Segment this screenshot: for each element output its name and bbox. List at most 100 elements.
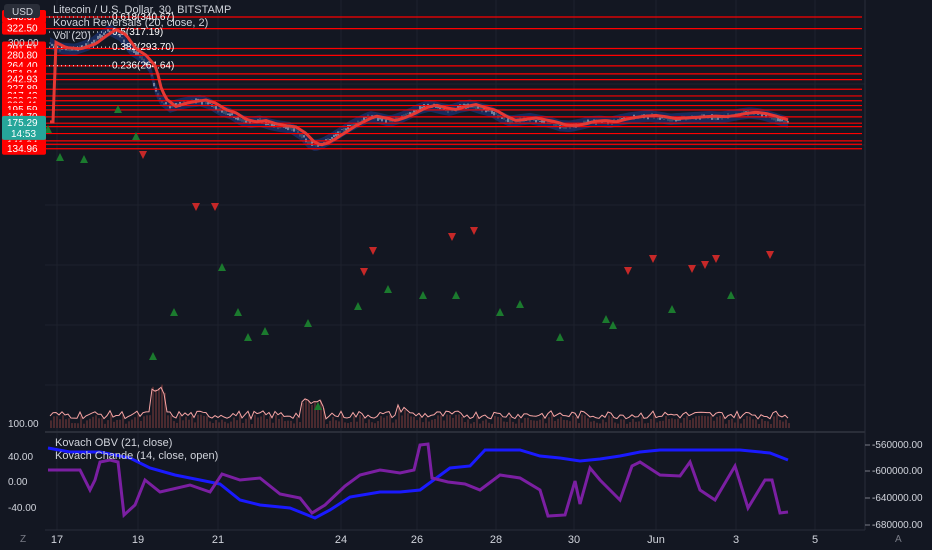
volume-bar: [731, 418, 733, 428]
volume-bar: [623, 419, 625, 428]
volume-bar: [461, 417, 463, 428]
volume-bar: [692, 418, 694, 428]
left-price-axis[interactable]: 340.67322.50291.51280.80264.40251.84242.…: [0, 0, 46, 530]
volume-bar: [353, 416, 355, 428]
volume-bar: [194, 422, 196, 428]
time-axis-label: 19: [132, 534, 144, 546]
current-price-value: 175.29: [7, 118, 38, 129]
right-obv-axis[interactable]: -560000.00 -600000.00 -640000.00 -680000.00: [865, 440, 923, 531]
axis-tick-label: 300.00: [8, 38, 39, 49]
volume-bar: [221, 419, 223, 428]
buy-arrow: [556, 333, 564, 341]
volume-bar: [230, 421, 232, 428]
volume-bar: [107, 420, 109, 428]
volume-bar: [749, 416, 751, 428]
volume-bar: [674, 419, 676, 428]
time-axis[interactable]: 17 19 21 24 26 28 30 Jun 3 5: [51, 534, 818, 546]
volume-bar: [689, 420, 691, 428]
volume-bar: [584, 415, 586, 428]
volume-bar: [431, 419, 433, 428]
buy-arrow: [609, 321, 617, 329]
price-label: 242.93: [7, 75, 38, 86]
volume-bar: [443, 420, 445, 428]
volume-bar: [782, 421, 784, 428]
volume-bar: [734, 422, 736, 428]
volume-bar: [77, 423, 79, 428]
volume-bar: [452, 417, 454, 428]
volume-bar: [89, 418, 91, 428]
zoom-button[interactable]: Z: [20, 534, 27, 545]
indicator-kovach-obv[interactable]: Kovach OBV (21, close): [55, 437, 173, 449]
volume-bar: [548, 417, 550, 428]
volume-bar: [704, 416, 706, 428]
volume-bar: [242, 422, 244, 428]
buy-arrow: [384, 285, 392, 293]
volume-bar: [419, 417, 421, 428]
time-axis-label: 21: [212, 534, 224, 546]
volume-bar: [104, 423, 106, 428]
volume-bar: [92, 416, 94, 428]
volume-bar: [710, 416, 712, 428]
volume-bar: [158, 388, 160, 428]
volume-bar: [263, 414, 265, 428]
volume-bar: [395, 419, 397, 428]
sell-arrow: [649, 255, 657, 263]
volume-bar: [71, 423, 73, 428]
volume-bar: [287, 420, 289, 428]
sell-arrow: [360, 268, 368, 276]
volume-bar: [671, 418, 673, 428]
volume-bar: [167, 415, 169, 428]
chart-title[interactable]: Litecoin / U.S. Dollar, 30, BITSTAMP: [53, 4, 232, 16]
volume-bar: [119, 419, 121, 428]
volume-bar: [530, 420, 532, 428]
lower-axis-label: 40.00: [8, 452, 33, 463]
buy-arrow: [668, 305, 676, 313]
volume-bar: [401, 415, 403, 428]
volume-bar: [440, 415, 442, 428]
volume-bar: [485, 419, 487, 428]
fib-label: 0.618(340.67): [112, 12, 174, 23]
auto-scale-button[interactable]: A: [895, 534, 902, 545]
volume-bar: [116, 419, 118, 428]
volume-bar: [785, 419, 787, 428]
currency-badge: USD: [12, 7, 33, 18]
volume-bar: [638, 421, 640, 428]
volume-bar: [545, 423, 547, 428]
buy-arrow: [132, 132, 140, 140]
fib-label: 0.236(264.64): [112, 61, 174, 72]
volume-bar: [209, 421, 211, 428]
indicator-volume[interactable]: Vol (20): [53, 30, 91, 42]
volume-bar: [503, 421, 505, 428]
time-axis-label: 28: [490, 534, 502, 546]
legend-bottom: Kovach OBV (21, close) Kovach Chande (14…: [55, 437, 218, 463]
sell-arrow: [688, 265, 696, 273]
volume-bar: [224, 421, 226, 428]
volume-bar: [611, 416, 613, 428]
time-axis-label: 26: [411, 534, 423, 546]
volume-bar: [764, 420, 766, 428]
volume-bar: [233, 417, 235, 428]
volume-bar: [56, 416, 58, 428]
sell-arrow: [448, 233, 456, 241]
volume-bar: [332, 416, 334, 428]
buy-arrow: [114, 105, 122, 113]
time-axis-label: 24: [335, 534, 347, 546]
buy-arrow: [170, 308, 178, 316]
volume-bar: [788, 423, 790, 428]
buy-arrow: [419, 291, 427, 299]
volume-bar: [269, 416, 271, 428]
volume-bar: [761, 418, 763, 428]
volume-bar: [266, 418, 268, 428]
volume-bar: [407, 413, 409, 428]
volume-bar: [767, 421, 769, 428]
volume-bar: [770, 423, 772, 428]
volume-bar: [236, 420, 238, 428]
volume-bar: [458, 414, 460, 428]
indicator-kovach-reversals[interactable]: Kovach Reversals (20, close, 2): [53, 17, 209, 29]
volume-bar: [305, 399, 307, 428]
indicator-kovach-chande[interactable]: Kovach Chande (14, close, open): [55, 450, 219, 462]
volume-bar: [707, 416, 709, 428]
buy-arrow: [727, 291, 735, 299]
price-label: 134.96: [7, 144, 38, 155]
